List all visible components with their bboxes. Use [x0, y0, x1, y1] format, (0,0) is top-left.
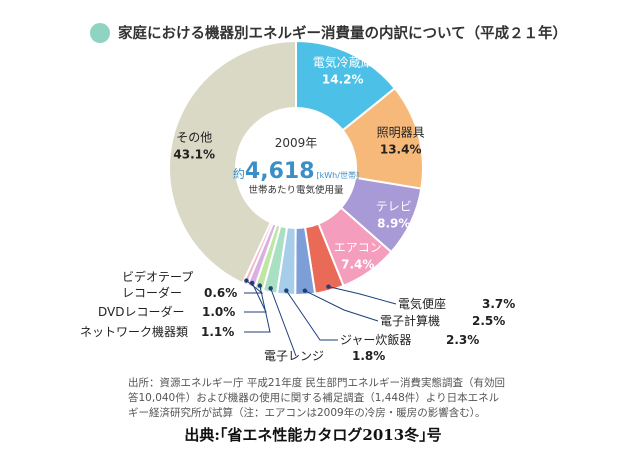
leader-dot-4	[326, 284, 331, 289]
label-video-line1: ビデオテープ	[122, 269, 193, 284]
slice-label-name-1: 照明器具	[377, 125, 425, 139]
leader-line-6	[285, 290, 338, 341]
donut-hole	[236, 108, 356, 228]
label-dvd-name: DVDレコーダー	[98, 304, 184, 319]
title-dot-icon	[90, 23, 110, 43]
leader-line-8	[244, 285, 271, 333]
leader-line-4	[328, 286, 397, 305]
label-dvd-value: 1.0%	[202, 305, 235, 319]
slice-label-name-11: その他	[176, 131, 212, 145]
leader-dot-5	[302, 288, 308, 293]
label-network-value: 1.1%	[201, 325, 234, 339]
center-prefix: 約	[233, 166, 245, 181]
inner-labels-layer: 電気冷蔵庫 14.2% 照明器具 13.4% テレビ 8.9% エアコン 7.4% その他 43.…	[173, 54, 424, 271]
leader-line-10	[244, 280, 264, 294]
slices-layer	[168, 39, 424, 297]
source-note: 出所：資源エネルギー庁 平成21年度 民生部門エネルギー消費実態調査（有効回答1…	[128, 377, 506, 419]
label-keisanki-value: 2.5%	[472, 314, 505, 328]
slice-label-name-2: テレビ	[376, 199, 412, 213]
label-video-value: 0.6%	[204, 286, 237, 300]
center-unit: [kWh/世帯]	[317, 170, 360, 180]
label-benza-value: 3.7%	[482, 297, 515, 311]
center-year: 2009年	[275, 136, 318, 150]
center-value: 約4,618 [kWh/世帯]	[233, 159, 359, 184]
slice-label-value-11: 43.1%	[173, 148, 215, 162]
slice-label-value-1: 13.4%	[380, 142, 422, 156]
leader-line-7	[270, 288, 297, 357]
slice-label-value-3: 7.4%	[341, 257, 374, 271]
leaders-layer	[244, 278, 397, 357]
center-label: 世帯あたり電気使用量	[248, 184, 344, 196]
slice-label-name-0: 電気冷蔵庫	[313, 54, 373, 69]
label-keisanki-name: 電子計算機	[380, 313, 440, 328]
slice-label-value-2: 8.9%	[377, 216, 410, 230]
label-renji-value: 1.8%	[352, 349, 385, 363]
source-caption: 出典:｢省エネ性能カタログ2013冬｣号	[184, 426, 442, 444]
slice-label-name-3: エアコン	[334, 240, 382, 254]
label-benza-name: 電気便座	[398, 296, 446, 311]
leader-dot-8	[257, 283, 263, 288]
label-renji-name: 電子レンジ	[264, 349, 324, 363]
leader-line-5	[304, 290, 379, 322]
label-jar-value: 2.3%	[446, 333, 479, 347]
chart-title: 家庭における機器別エネルギー消費量の内訳について（平成２１年）	[118, 26, 568, 42]
center-number: 4,618	[245, 159, 315, 184]
slice-label-value-0: 14.2%	[322, 72, 364, 86]
label-network-name: ネットワーク機器類	[80, 324, 188, 339]
label-video-line2: レコーダー	[122, 285, 182, 300]
label-jar-name: ジャー炊飯器	[340, 332, 411, 347]
leader-dot-7	[268, 286, 273, 291]
